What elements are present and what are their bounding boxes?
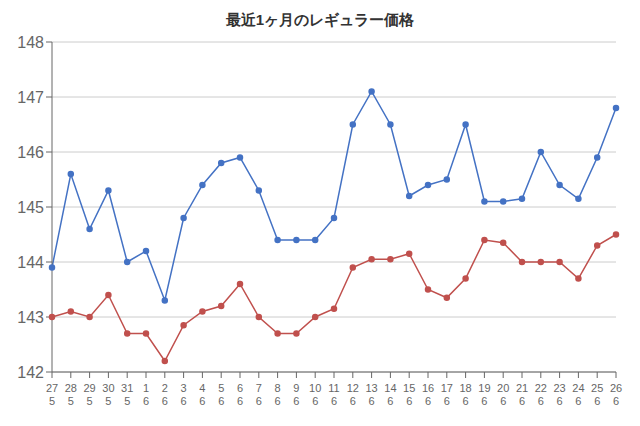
svg-text:66: 66	[237, 382, 243, 407]
svg-text:56: 56	[218, 382, 224, 407]
svg-text:142: 142	[17, 364, 44, 381]
svg-text:156: 156	[403, 382, 415, 407]
svg-text:96: 96	[293, 382, 299, 407]
svg-text:126: 126	[347, 382, 359, 407]
svg-text:106: 106	[309, 382, 321, 407]
svg-text:196: 196	[478, 382, 490, 407]
svg-text:236: 236	[553, 382, 565, 407]
svg-text:256: 256	[591, 382, 603, 407]
svg-text:246: 246	[572, 382, 584, 407]
svg-text:176: 176	[441, 382, 453, 407]
svg-text:315: 315	[121, 382, 133, 407]
svg-text:143: 143	[17, 309, 44, 326]
svg-text:285: 285	[65, 382, 77, 407]
svg-text:295: 295	[83, 382, 95, 407]
svg-text:116: 116	[328, 382, 339, 407]
svg-text:148: 148	[17, 34, 44, 51]
svg-text:266: 266	[610, 382, 622, 407]
svg-text:305: 305	[102, 382, 114, 407]
svg-text:226: 226	[535, 382, 547, 407]
svg-text:76: 76	[256, 382, 262, 407]
html-text:最近1ヶ月のレギュラー価格: 最近1ヶ月のレギュラー価格	[225, 11, 415, 28]
svg-text:146: 146	[17, 144, 44, 161]
svg-text:145: 145	[17, 199, 44, 216]
svg-text:136: 136	[365, 382, 377, 407]
svg-text:216: 216	[516, 382, 528, 407]
svg-text:166: 166	[422, 382, 434, 407]
svg-text:146: 146	[384, 382, 396, 407]
svg-text:86: 86	[275, 382, 281, 407]
svg-text:144: 144	[17, 254, 44, 271]
svg-text:16: 16	[143, 382, 149, 407]
svg-text:206: 206	[497, 382, 509, 407]
svg-text:275: 275	[46, 382, 58, 407]
svg-text:147: 147	[17, 89, 44, 106]
svg-text:46: 46	[199, 382, 205, 407]
svg-text:36: 36	[181, 382, 187, 407]
svg-text:26: 26	[162, 382, 168, 407]
svg-text:186: 186	[459, 382, 471, 407]
